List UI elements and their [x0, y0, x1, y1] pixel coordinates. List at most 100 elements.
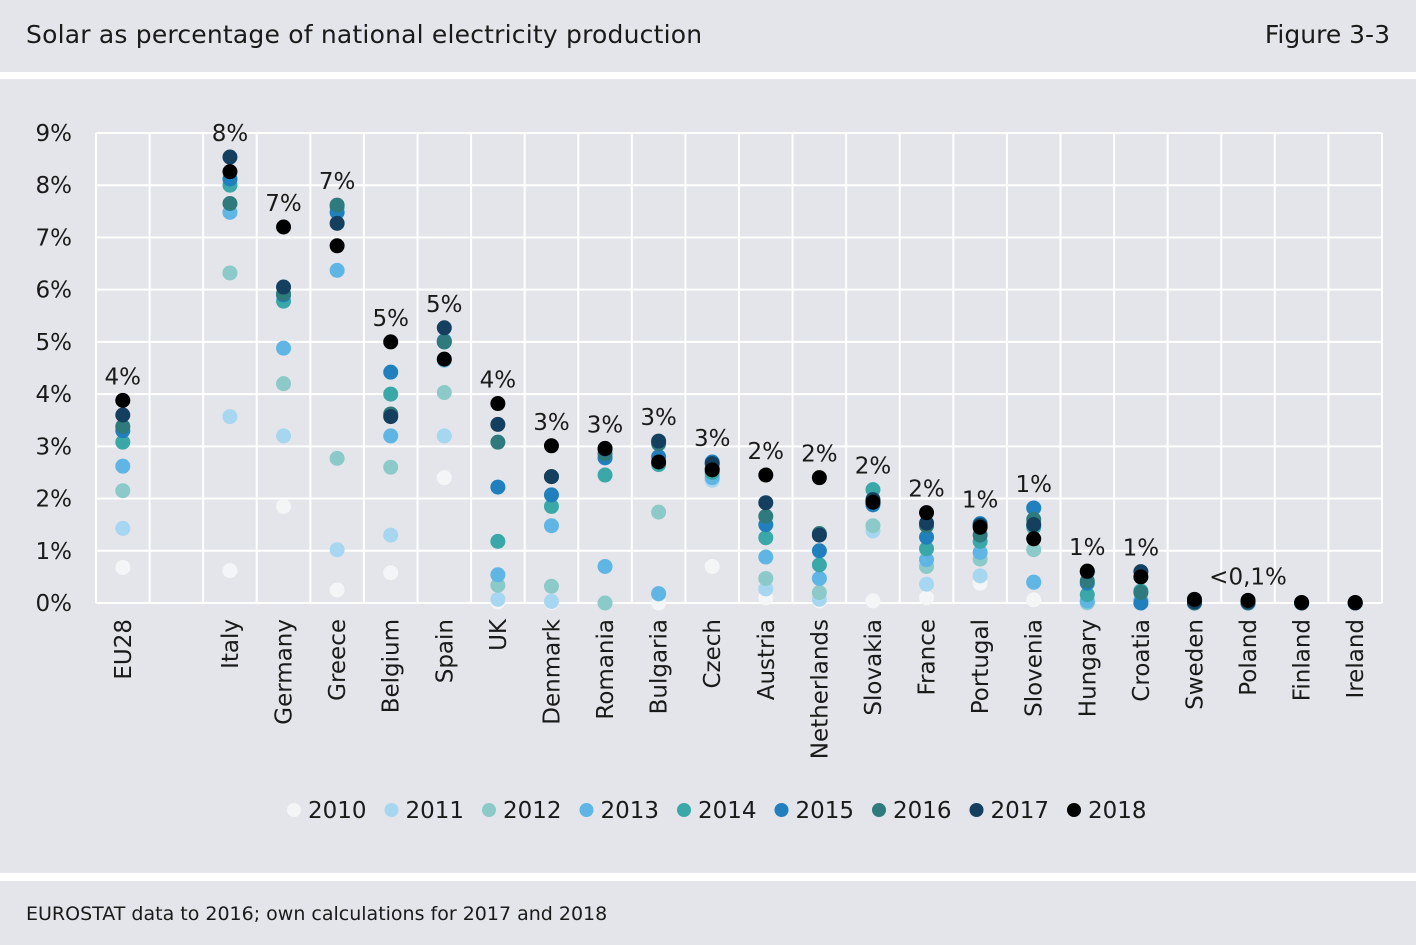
- figure-label: Figure 3-3: [1264, 20, 1390, 49]
- data-label: 5%: [372, 306, 409, 332]
- point-2018: [972, 519, 988, 535]
- point-2018: [1240, 592, 1256, 608]
- category-label: Slovakia: [861, 619, 887, 716]
- point-2018: [1347, 594, 1363, 610]
- legend-label-2011: 2011: [406, 798, 465, 824]
- point-2018: [919, 505, 935, 521]
- point-2017: [1026, 517, 1042, 533]
- point-2018: [383, 334, 399, 350]
- point-2010: [383, 565, 399, 581]
- category-label: Greece: [325, 619, 351, 701]
- point-2015: [490, 479, 506, 495]
- footer-bar: EUROSTAT data to 2016; own calculations …: [0, 881, 1416, 945]
- legend-marker-2014: [677, 803, 691, 817]
- legend-label-2010: 2010: [308, 798, 367, 824]
- data-label: 1%: [1015, 472, 1052, 498]
- point-2018: [1079, 563, 1095, 579]
- point-2014: [1079, 587, 1095, 603]
- y-tick-label: 4%: [36, 382, 73, 408]
- grid: [95, 132, 1383, 604]
- point-2017: [276, 279, 292, 295]
- legend-marker-2013: [579, 803, 594, 817]
- point-2017: [811, 527, 827, 543]
- point-2018: [865, 494, 881, 510]
- data-label: 1%: [1123, 536, 1160, 562]
- point-2018: [115, 392, 131, 408]
- data-label: 2%: [748, 439, 785, 465]
- category-label: Finland: [1290, 619, 1316, 701]
- point-2013: [972, 544, 988, 560]
- legend-marker-2015: [774, 803, 789, 817]
- data-label: 3%: [587, 412, 624, 438]
- legend-marker-2011: [384, 803, 399, 817]
- point-2013: [758, 549, 774, 565]
- data-label: 4%: [105, 364, 142, 390]
- point-2012: [490, 577, 506, 593]
- category-label: Belgium: [379, 619, 405, 713]
- point-2018: [1186, 591, 1202, 607]
- point-2014: [758, 530, 774, 546]
- y-tick-label: 5%: [36, 330, 73, 356]
- point-2016: [1133, 585, 1149, 601]
- point-2011: [919, 576, 935, 592]
- category-label: Sweden: [1182, 619, 1208, 710]
- point-2012: [597, 595, 613, 611]
- point-2017: [222, 149, 238, 165]
- point-2012: [329, 450, 345, 466]
- category-label: Germany: [272, 619, 298, 725]
- point-2017: [436, 320, 452, 336]
- point-2015: [919, 529, 935, 545]
- point-2017: [651, 433, 667, 449]
- category-label: Slovenia: [1022, 619, 1048, 717]
- legend-label-2017: 2017: [991, 798, 1050, 824]
- point-2017: [490, 416, 506, 432]
- data-label: 2%: [801, 442, 838, 468]
- point-2013: [919, 552, 935, 568]
- data-label: 3%: [533, 410, 570, 436]
- point-2016: [222, 196, 238, 211]
- point-2011: [276, 428, 292, 444]
- y-tick-label: 9%: [36, 121, 73, 147]
- point-2013: [1026, 574, 1042, 590]
- point-2014: [490, 533, 506, 549]
- point-2010: [865, 593, 881, 609]
- y-tick-label: 1%: [36, 539, 73, 565]
- point-2013: [490, 567, 506, 583]
- point-2018: [436, 351, 452, 367]
- category-label: Czech: [700, 619, 726, 689]
- chart-title: Solar as percentage of national electric…: [26, 20, 703, 49]
- category-label: Spain: [432, 619, 458, 683]
- point-2017: [115, 407, 131, 423]
- category-label: Ireland: [1343, 619, 1369, 699]
- point-2015: [1133, 595, 1149, 611]
- point-2011: [972, 568, 988, 584]
- point-2010: [276, 498, 292, 514]
- point-2015: [543, 487, 559, 503]
- y-tick-label: 8%: [36, 173, 73, 199]
- legend: 2010 2011 2012 2013 2014 2015 2016 2017 2018: [287, 798, 1147, 824]
- point-2017: [543, 469, 559, 485]
- point-2018: [490, 396, 506, 412]
- point-2012: [383, 459, 399, 475]
- point-2011: [758, 581, 774, 597]
- legend-marker-2012: [482, 803, 496, 817]
- data-label: 8%: [212, 121, 249, 147]
- y-tick-label: 0%: [36, 591, 73, 617]
- point-2014: [811, 557, 827, 573]
- data-label: 7%: [265, 191, 302, 217]
- point-2010: [329, 582, 345, 598]
- legend-marker-2018: [1067, 803, 1081, 817]
- point-2012: [115, 483, 131, 499]
- point-2014: [543, 498, 559, 514]
- data-label: 3%: [694, 426, 731, 452]
- legend-label-2014: 2014: [698, 798, 757, 824]
- point-2012: [543, 578, 559, 594]
- point-2013: [597, 558, 613, 574]
- point-2018: [1133, 569, 1149, 585]
- y-tick-label: 6%: [36, 278, 73, 304]
- point-2012: [436, 385, 452, 401]
- point-2012: [758, 570, 774, 586]
- point-2018: [543, 438, 559, 454]
- source-note: EUROSTAT data to 2016; own calculations …: [26, 903, 608, 925]
- category-label: Italy: [218, 619, 244, 669]
